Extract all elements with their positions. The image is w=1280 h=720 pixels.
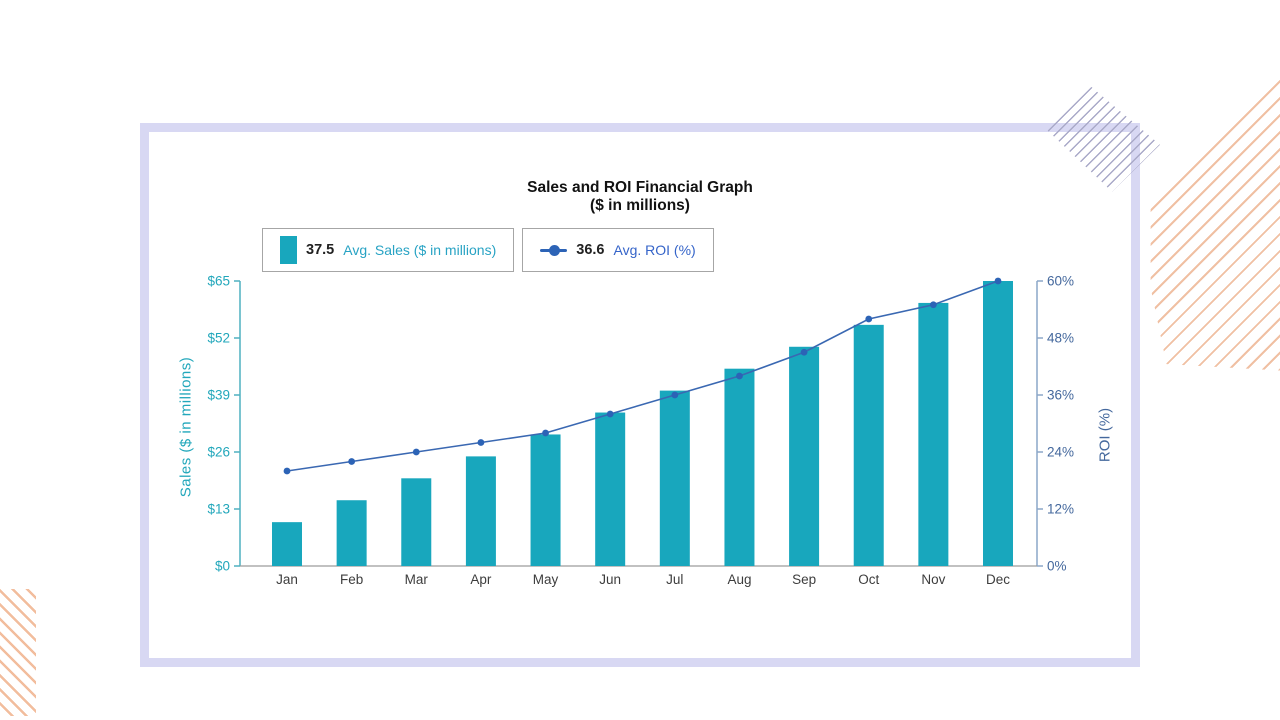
right-axis-tick-label: 48%	[1047, 331, 1074, 346]
chart-legend: 37.5 Avg. Sales ($ in millions) 36.6 Avg…	[262, 228, 714, 272]
roi-point-nov	[929, 301, 937, 309]
legend-item-avg-sales[interactable]: 37.5 Avg. Sales ($ in millions)	[262, 228, 515, 272]
left-axis-tick-label: $65	[207, 274, 230, 289]
right-axis-tick-label: 24%	[1047, 445, 1074, 460]
roi-point-jan	[283, 467, 291, 475]
roi-point-jun	[606, 410, 614, 418]
x-label-mar: Mar	[405, 572, 429, 587]
bar-jun	[595, 412, 626, 566]
bar-nov	[918, 302, 949, 566]
x-label-feb: Feb	[340, 572, 363, 587]
bar-apr	[465, 456, 496, 566]
legend-item-avg-roi[interactable]: 36.6 Avg. ROI (%)	[522, 228, 714, 272]
left-axis-tick-label: $39	[207, 388, 230, 403]
avg-sales-value: 37.5	[306, 242, 335, 258]
roi-line	[286, 280, 999, 472]
left-axis-tick-label: $0	[215, 559, 230, 574]
chart-title: Sales and ROI Financial Graph	[527, 179, 753, 196]
roi-point-oct	[865, 315, 873, 323]
left-axis-tick-label: $52	[207, 331, 230, 346]
left-axis-tick-label: $26	[207, 445, 230, 460]
avg-roi-value: 36.6	[576, 242, 605, 258]
right-axis-tick-label: 36%	[1047, 388, 1074, 403]
chart-subtitle: ($ in millions)	[590, 197, 690, 214]
roi-point-dec	[994, 277, 1002, 285]
chart-card: Sales and ROI Financial Graph ($ in mill…	[140, 123, 1140, 667]
roi-line-marker-icon	[540, 244, 568, 256]
combo-chart-plot: $0 $13 $26 $39 $52 $65 0% 12% 24% 36% 48% 60% Jan Feb…	[207, 274, 1074, 588]
roi-point-aug	[736, 372, 743, 380]
x-label-nov: Nov	[921, 572, 945, 587]
left-axis-tick-label: $13	[207, 502, 230, 517]
x-label-jul: Jul	[666, 572, 683, 587]
bar-mar	[401, 478, 432, 566]
roi-point-sep	[800, 348, 808, 356]
roi-point-mar	[412, 448, 420, 456]
bar-dec	[983, 281, 1013, 566]
x-label-apr: Apr	[470, 572, 492, 587]
right-axis-tick-label: 60%	[1047, 274, 1074, 289]
roi-point-may	[542, 429, 549, 437]
bar-feb	[336, 500, 367, 566]
x-label-jan: Jan	[276, 572, 298, 587]
x-label-dec: Dec	[986, 572, 1010, 587]
roi-point-feb	[348, 458, 356, 465]
bar-may	[530, 434, 561, 566]
diagonal-hatch-decoration-bottom-left-peach	[0, 589, 36, 716]
chart-title-block: Sales and ROI Financial Graph ($ in mill…	[149, 179, 1131, 215]
avg-roi-label: Avg. ROI (%)	[613, 242, 696, 258]
roi-point-apr	[477, 439, 485, 446]
x-label-jun: Jun	[599, 572, 621, 587]
x-label-may: May	[533, 572, 559, 587]
roi-point-jul	[671, 391, 679, 399]
x-label-sep: Sep	[792, 572, 816, 587]
bar-sep	[789, 346, 820, 566]
sales-bar-swatch-icon	[280, 236, 297, 264]
x-label-aug: Aug	[727, 572, 751, 587]
avg-sales-label: Avg. Sales ($ in millions)	[343, 242, 497, 258]
right-axis-tick-label: 12%	[1047, 502, 1074, 517]
diagonal-hatch-decoration-top-right-peach	[1150, 68, 1280, 371]
bar-oct	[853, 324, 884, 566]
bar-jan	[272, 522, 302, 566]
right-axis-tick-label: 0%	[1047, 559, 1067, 574]
bar-aug	[724, 368, 755, 566]
x-label-oct: Oct	[858, 572, 879, 587]
bar-jul	[659, 390, 690, 566]
